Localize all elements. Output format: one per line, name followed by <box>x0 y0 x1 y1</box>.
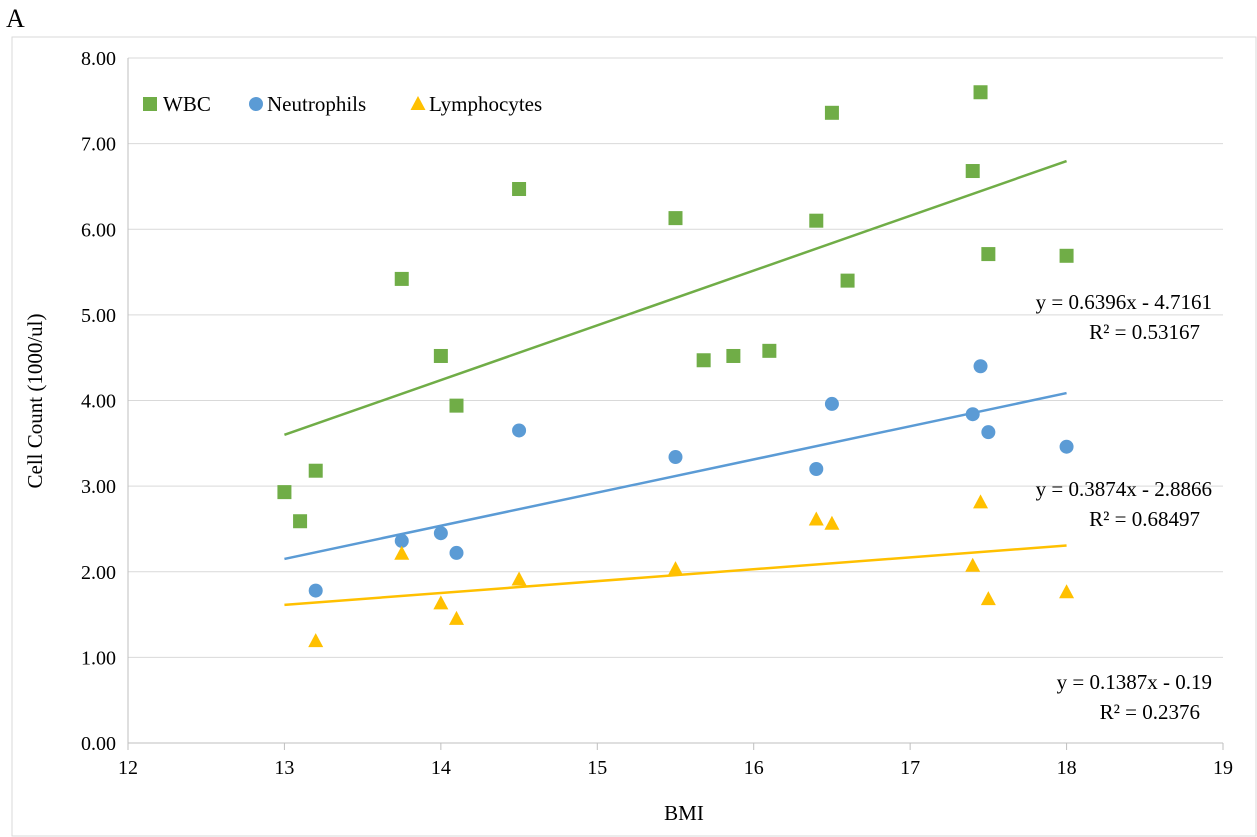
trendline-equation-wbc: y = 0.6396x - 4.7161 <box>1036 290 1212 314</box>
point-wbc <box>840 273 855 288</box>
point-wbc <box>696 353 711 368</box>
point-neutrophils <box>981 425 996 440</box>
point-wbc <box>762 343 777 358</box>
trendline-lymphocytes <box>284 544 1067 607</box>
trendline-wbc <box>284 159 1067 437</box>
legend-label-lymphocytes: Lymphocytes <box>429 92 542 116</box>
y-tick-label: 8.00 <box>81 48 116 70</box>
point-lymphocytes <box>980 591 996 606</box>
point-wbc <box>449 398 464 413</box>
y-tick-label: 0.00 <box>81 733 116 755</box>
y-tick-label: 5.00 <box>81 305 116 327</box>
point-wbc <box>981 247 996 262</box>
point-neutrophils <box>433 526 448 541</box>
point-wbc <box>965 164 980 179</box>
point-lymphocytes <box>394 545 410 560</box>
point-lymphocytes <box>965 557 981 572</box>
point-neutrophils <box>308 583 323 598</box>
trendline-neutrophils <box>284 391 1067 561</box>
trendline-r2-neutrophils: R² = 0.68497 <box>1089 507 1200 531</box>
point-lymphocytes <box>511 571 527 586</box>
y-tick-label: 3.00 <box>81 476 116 498</box>
x-tick-label: 15 <box>587 757 607 779</box>
x-tick-label: 14 <box>431 757 451 779</box>
x-tick-label: 16 <box>744 757 764 779</box>
x-tick-label: 13 <box>274 757 294 779</box>
y-tick-label: 2.00 <box>81 562 116 584</box>
data-points <box>277 85 1075 648</box>
point-neutrophils <box>824 396 839 411</box>
point-wbc <box>433 348 448 363</box>
y-tick-label: 4.00 <box>81 391 116 413</box>
point-lymphocytes <box>449 610 464 625</box>
point-neutrophils <box>809 462 824 476</box>
trendline-r2-lymphocytes: R² = 0.2376 <box>1100 700 1200 724</box>
point-lymphocytes <box>808 511 824 526</box>
panel-label: A <box>6 4 25 33</box>
point-wbc <box>277 485 292 500</box>
legend-marker-lymphocytes <box>410 96 426 110</box>
y-tick-label: 6.00 <box>81 219 116 241</box>
point-wbc <box>512 182 527 197</box>
point-wbc <box>973 85 988 100</box>
point-wbc <box>308 463 323 478</box>
point-neutrophils <box>394 533 409 548</box>
legend-label-wbc: WBC <box>163 92 211 116</box>
point-wbc <box>824 105 839 120</box>
trendline-equation-lymphocytes: y = 0.1387x - 0.19 <box>1057 670 1212 694</box>
point-neutrophils <box>449 545 464 560</box>
x-tick-label: 19 <box>1213 757 1233 779</box>
point-neutrophils <box>1059 439 1074 454</box>
point-wbc <box>394 271 409 286</box>
point-lymphocytes <box>308 633 324 648</box>
y-tick-label: 1.00 <box>81 647 116 669</box>
axes <box>127 58 1224 750</box>
trendlines <box>284 159 1067 607</box>
point-lymphocytes <box>973 494 989 509</box>
y-axis-title: Cell Count (1000/ul) <box>23 314 47 489</box>
x-tick-label: 18 <box>1057 757 1077 779</box>
x-tick-label: 12 <box>118 757 138 779</box>
point-wbc <box>1059 248 1074 263</box>
point-wbc <box>293 514 308 529</box>
x-axis-title: BMI <box>664 801 704 825</box>
point-lymphocytes <box>433 595 449 610</box>
point-wbc <box>668 211 683 226</box>
point-lymphocytes <box>1059 584 1075 599</box>
point-neutrophils <box>512 423 527 438</box>
x-tick-label: 17 <box>900 757 920 779</box>
legend-marker-neutrophils <box>249 97 263 111</box>
legend: WBC Neutrophils Lymphocytes <box>143 92 542 116</box>
point-lymphocytes <box>668 561 683 576</box>
chart-border <box>11 36 1257 837</box>
point-neutrophils <box>965 407 980 422</box>
point-neutrophils <box>668 450 683 465</box>
point-neutrophils <box>973 359 988 374</box>
point-wbc <box>809 213 824 228</box>
legend-marker-wbc <box>143 97 157 111</box>
trendline-equations: y = 0.6396x - 4.7161 R² = 0.53167 y = 0.38… <box>1036 290 1212 724</box>
y-tick-label: 7.00 <box>81 134 116 156</box>
point-wbc <box>726 348 741 363</box>
point-lymphocytes <box>824 515 840 530</box>
legend-label-neutrophils: Neutrophils <box>267 92 366 116</box>
tick-labels: 0.00 1.00 2.00 3.00 4.00 5.00 6.00 7.00 8.00 12 13… <box>81 48 1233 779</box>
trendline-equation-neutrophils: y = 0.3874x - 2.8866 <box>1036 477 1212 501</box>
trendline-r2-wbc: R² = 0.53167 <box>1089 320 1200 344</box>
